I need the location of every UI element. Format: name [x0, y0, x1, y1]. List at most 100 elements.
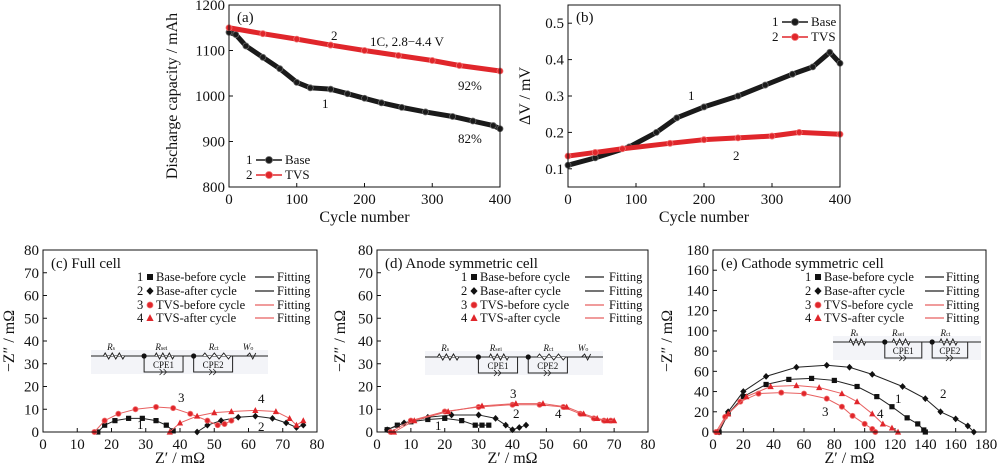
legend-label: TVS-before cycle — [480, 298, 570, 312]
legend-number: 1 — [137, 270, 143, 284]
legend-marker — [471, 274, 477, 280]
data-point — [952, 415, 959, 423]
y-tick-label: 50 — [358, 311, 373, 327]
legend: 1 Base 2 TVS — [772, 14, 837, 44]
y-tick-label: 120 — [687, 304, 710, 320]
data-point — [163, 422, 169, 428]
y-tick-label: 10 — [358, 402, 373, 418]
plot-frame — [42, 249, 318, 433]
y-tick-label: 900 — [203, 135, 226, 151]
circuit-label-subscript: sei — [161, 346, 168, 352]
x-tick-label: 120 — [884, 437, 907, 453]
x-tick-label: 40 — [505, 437, 520, 453]
y-tick-label: 50 — [24, 311, 39, 327]
data-point — [889, 404, 895, 410]
circuit-label-w: Wo — [243, 342, 254, 352]
data-point — [761, 81, 769, 89]
data-point — [509, 426, 516, 434]
resistor-rct-icon — [536, 353, 567, 361]
y-tick-label: 800 — [203, 180, 226, 196]
legend-fit-label: Fitting — [609, 284, 643, 298]
circuit-label-subscript: ct — [549, 347, 554, 353]
circuit-label-rs: Rs — [440, 343, 450, 353]
y-tick-label: 0.5 — [545, 16, 564, 32]
y-tick-label: 20 — [694, 405, 709, 421]
y-tick-label: 40 — [694, 385, 709, 401]
data-point — [211, 409, 218, 416]
panel-label: (e) Cathode symmetric cell — [721, 256, 884, 272]
series-base-after-cycle — [384, 411, 530, 434]
data-point — [204, 421, 211, 429]
data-point — [115, 410, 122, 417]
legend-number: 3 — [805, 298, 811, 312]
annotation: 4 — [258, 391, 265, 406]
x-tick-label: 20 — [437, 437, 452, 453]
annotation: 2 — [258, 419, 265, 434]
y-tick-label: 60 — [358, 289, 373, 305]
legend-number: 1 — [461, 270, 467, 284]
x-tick-label: 300 — [761, 192, 784, 208]
y-axis-label: −Z″ / mΩ — [332, 310, 349, 372]
data-point — [422, 108, 429, 116]
data-point — [327, 85, 335, 93]
legend-label: Base-after cycle — [156, 284, 237, 298]
x-tick-label: 0 — [564, 192, 572, 208]
y-axis-label: −Z″ / mΩ — [659, 310, 676, 372]
circuit-node — [882, 339, 888, 345]
legend-label: Base — [811, 14, 837, 29]
series-tvs — [564, 128, 844, 160]
series-base-after-cycle — [194, 412, 307, 436]
x-tick-label: 80 — [310, 437, 325, 453]
legend-marker — [470, 314, 478, 321]
data-point — [826, 48, 834, 56]
resistor-rs-icon — [437, 353, 460, 361]
y-tick-label: 80 — [24, 243, 39, 259]
data-point — [740, 388, 747, 395]
circuit-label-rsei: Rsei — [891, 328, 904, 338]
x-tick-label: 60 — [573, 437, 588, 453]
y-tick-label: 0 — [702, 425, 710, 441]
y-tick-label: 20 — [358, 380, 373, 396]
data-point — [831, 377, 837, 384]
data-point — [394, 52, 402, 59]
cpe-branch — [931, 342, 969, 359]
x-tick-label: 10 — [403, 437, 418, 453]
fitting-line — [718, 364, 975, 433]
legend-marker — [791, 33, 799, 41]
legend-fit-label: Fitting — [609, 311, 643, 325]
legend-number: 4 — [805, 311, 812, 325]
data-point — [809, 63, 817, 71]
y-tick-label: 0.4 — [545, 53, 564, 69]
x-tick-label: 180 — [975, 437, 998, 453]
data-point — [869, 410, 876, 417]
x-tick-label: 400 — [489, 192, 512, 208]
annotation: 1 — [688, 88, 695, 103]
legend-number: 2 — [137, 284, 143, 298]
data-point — [793, 382, 800, 389]
resistor-rsei-icon — [488, 352, 510, 362]
data-point — [170, 405, 177, 412]
y-tick-label: 0 — [32, 425, 40, 441]
legend-marker — [814, 287, 822, 295]
data-point — [293, 421, 300, 428]
data-point — [762, 373, 770, 380]
x-tick-label: 10 — [70, 437, 85, 453]
legend-label: TVS — [811, 29, 836, 44]
data-point — [899, 383, 906, 390]
data-point — [221, 421, 228, 428]
legend-label: TVS-before cycle — [824, 298, 914, 312]
y-axis-label: Discharge capacity / mAh — [164, 13, 181, 179]
legend-marker — [814, 314, 822, 321]
y-tick-label: 20 — [24, 380, 39, 396]
legend-fit-label: Fitting — [277, 311, 311, 325]
data-point — [516, 424, 523, 431]
x-tick-label: 200 — [353, 192, 376, 208]
data-point — [459, 418, 465, 424]
x-tick-label: 100 — [853, 437, 876, 453]
legend-label: Base-after cycle — [480, 284, 561, 298]
y-tick-label: 70 — [24, 266, 39, 282]
data-point — [734, 92, 742, 100]
circuit-label-subscript: o — [250, 346, 253, 352]
data-point — [469, 117, 477, 125]
data-point — [673, 114, 681, 122]
